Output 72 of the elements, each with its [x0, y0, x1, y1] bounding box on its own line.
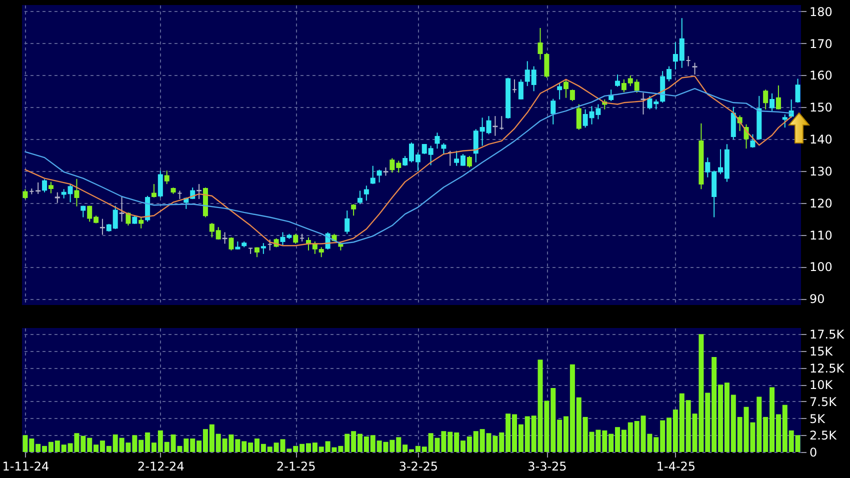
candlestick [576, 104, 582, 130]
candlestick [48, 181, 54, 194]
candlestick [164, 170, 170, 185]
y-tick-label: 130 [810, 164, 832, 178]
candlestick [158, 170, 163, 198]
candlestick [776, 84, 781, 110]
candlestick [795, 78, 800, 104]
candlestick [763, 89, 768, 110]
y-tick-label: 10K [810, 378, 834, 392]
y-tick-label: 2.5K [810, 428, 838, 443]
y-tick-label: 180 [810, 4, 832, 19]
candlestick [434, 132, 440, 150]
candlestick [222, 232, 228, 244]
candlestick [364, 185, 369, 202]
candlestick [441, 142, 446, 155]
x-tick-label: 2-12-24 [137, 460, 184, 474]
candlestick [254, 246, 260, 258]
candlestick [492, 116, 498, 136]
candlestick [344, 210, 350, 234]
y-tick-label: 0 [810, 446, 818, 460]
y-tick-label: 140 [810, 132, 832, 147]
candlestick [640, 92, 646, 115]
candlestick [138, 216, 144, 229]
y-tick-label: 15K [810, 344, 834, 358]
candlestick [615, 74, 620, 88]
candlestick [376, 169, 382, 183]
candlestick [74, 178, 80, 207]
y-tick-label: 90 [810, 292, 825, 306]
y-tick-label: 120 [810, 196, 832, 210]
candlestick [293, 233, 298, 244]
candlestick [36, 182, 41, 194]
y-tick-label: 110 [810, 228, 832, 242]
candlestick [564, 78, 569, 98]
x-tick-label: 2-1-25 [276, 460, 316, 474]
y-tick-label: 5K [810, 412, 826, 426]
candlestick [196, 184, 202, 200]
candlestick [22, 188, 28, 200]
candlestick [351, 204, 356, 216]
x-tick-label: 1-11-24 [2, 460, 50, 474]
candlestick [730, 106, 736, 140]
candlestick [750, 134, 756, 148]
candlestick [357, 190, 362, 205]
y-tick-label: 17.5K [810, 328, 846, 342]
candlestick [260, 242, 266, 254]
candlestick [80, 205, 86, 218]
candlestick [692, 62, 698, 76]
candlestick [788, 98, 794, 118]
candlestick [54, 192, 60, 204]
candlestick [466, 155, 472, 168]
candlestick [119, 196, 124, 222]
candlestick [544, 52, 550, 78]
candlestick [100, 218, 105, 236]
y-tick-label: 7.5K [810, 394, 838, 409]
candlestick [538, 27, 543, 60]
candlestick [770, 92, 775, 112]
candlestick [557, 82, 562, 100]
y-tick-label: 170 [810, 36, 832, 51]
candlestick [228, 236, 234, 251]
y-tick-label: 160 [810, 68, 832, 83]
y-tick-label: 100 [810, 260, 832, 274]
x-tick-label: 3-3-25 [528, 460, 567, 474]
candlestick [550, 98, 556, 125]
candlestick [126, 212, 131, 226]
candlestick [570, 89, 575, 102]
y-tick-label: 150 [810, 100, 832, 115]
candlestick [782, 114, 788, 128]
y-tick-label: 12.5K [810, 361, 846, 376]
candlestick [370, 165, 376, 185]
candlestick [151, 184, 156, 198]
x-tick-label: 1-4-25 [656, 460, 696, 474]
x-tick-label: 3-2-25 [398, 460, 438, 474]
candlestick [42, 178, 48, 193]
